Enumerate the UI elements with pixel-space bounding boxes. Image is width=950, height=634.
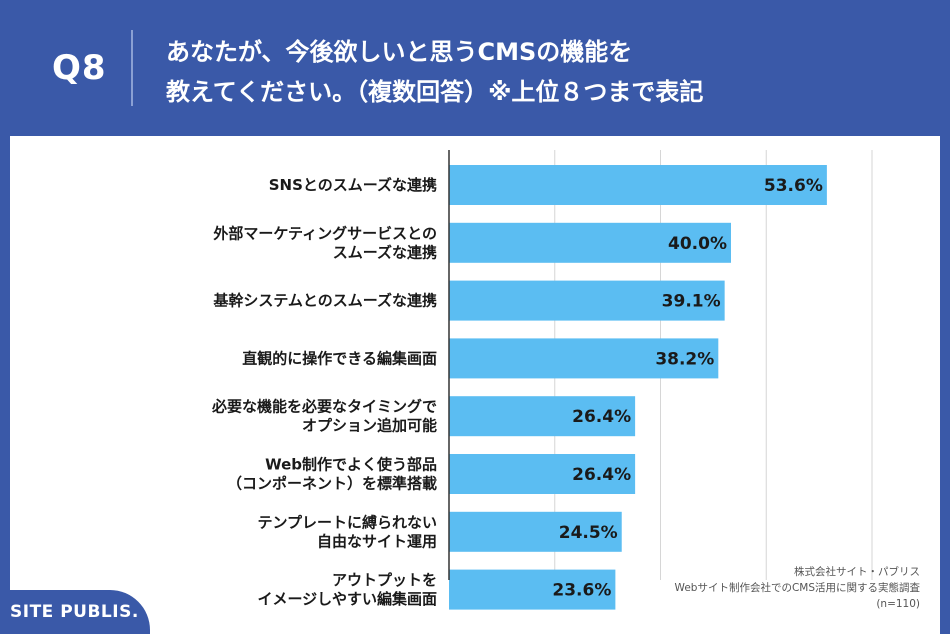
category-label-6-0: テンプレートに縛られない	[257, 513, 437, 531]
value-label-6: 24.5%	[559, 523, 618, 543]
category-label-5-1: （コンポーネント）を標準搭載	[227, 475, 437, 493]
category-label-7-1: イメージしやすい編集画面	[257, 590, 437, 608]
category-label-6-1: 自由なサイト運用	[317, 532, 437, 550]
question-title: あなたが、今後欲しいと思うCMSの機能を 教えてください。（複数回答）※上位８つ…	[166, 32, 703, 112]
value-label-3: 38.2%	[655, 349, 714, 369]
bar-4	[449, 396, 636, 437]
bar-1	[449, 222, 731, 263]
value-label-4: 26.4%	[572, 407, 631, 427]
bar-3	[449, 338, 719, 379]
source-company: 株式会社サイト・パブリス	[794, 566, 920, 578]
category-label-3-0: 直観的に操作できる編集画面	[242, 349, 437, 367]
category-label-7-0: アウトプットを	[332, 571, 437, 589]
header-divider	[131, 30, 133, 106]
question-title-line2: 教えてください。（複数回答）※上位８つまで表記	[166, 78, 704, 106]
category-label-1-0: 外部マーケティングサービスとの	[212, 224, 437, 242]
source-sample: (n=110)	[876, 598, 920, 610]
category-label-4-0: 必要な機能を必要なタイミングで	[211, 398, 437, 416]
value-label-0: 53.6%	[764, 176, 823, 196]
category-label-1-1: スムーズな連携	[333, 243, 437, 261]
bar-0	[449, 165, 827, 205]
bar-7	[449, 569, 616, 610]
source-note: 株式会社サイト・パブリス Webサイト制作会社でのCMS活用に関する実態調査 (…	[675, 564, 920, 612]
category-label-4-1: オプション追加可能	[302, 417, 437, 435]
question-title-line1: あなたが、今後欲しいと思うCMSの機能を	[166, 38, 633, 66]
value-label-2: 39.1%	[662, 292, 721, 312]
category-label-0-0: SNSとのスムーズな連携	[269, 176, 437, 194]
header: Q8 あなたが、今後欲しいと思うCMSの機能を 教えてください。（複数回答）※上…	[0, 0, 950, 136]
category-label-2-0: 基幹システムとのスムーズな連携	[212, 292, 437, 310]
bar-2	[449, 280, 725, 321]
question-number: Q8	[52, 48, 107, 88]
source-survey: Webサイト制作会社でのCMS活用に関する実態調査	[674, 582, 920, 594]
value-label-5: 26.4%	[572, 465, 631, 485]
logo-text: SITE PUBLIS.	[10, 602, 139, 622]
value-label-1: 40.0%	[668, 234, 727, 254]
category-label-5-0: Web制作でよく使う部品	[265, 456, 437, 474]
bar-5	[449, 454, 636, 494]
value-label-7: 23.6%	[552, 581, 611, 601]
bar-6	[449, 511, 622, 552]
site-publis-logo: SITE PUBLIS.	[0, 590, 150, 634]
